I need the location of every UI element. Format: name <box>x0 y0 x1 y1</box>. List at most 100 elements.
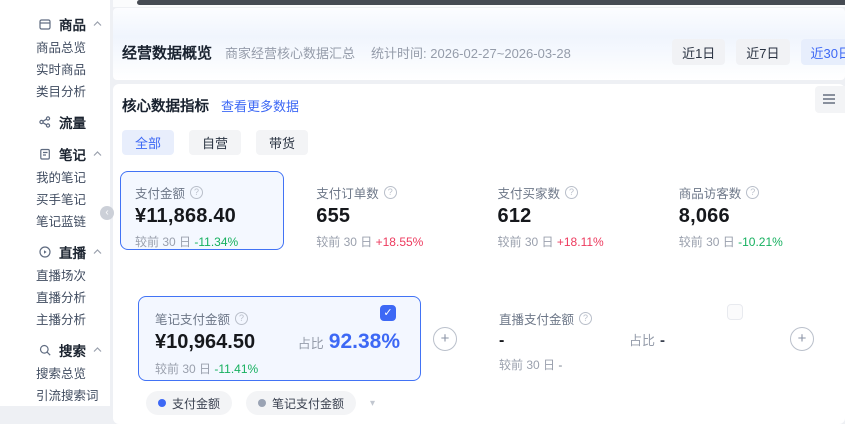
metric-compare: 较前 30 日 -11.34% <box>135 235 239 249</box>
metric-label: 支付金额? <box>135 183 283 202</box>
breakdown-label: 直播支付金额? <box>499 309 761 328</box>
legend-label: 笔记支付金额 <box>272 396 345 411</box>
sidebar-item-category-analysis[interactable]: 类目分析 <box>36 84 87 99</box>
sidebar-group-traffic[interactable]: 流量 <box>0 111 110 133</box>
goods-icon <box>38 17 52 31</box>
metric-compare: 较前 30 日 +18.55% <box>316 235 424 249</box>
sidebar-item-traffic-keywords[interactable]: 引流搜索词 <box>36 388 99 403</box>
legend-dot-gray <box>258 399 267 407</box>
metric-compare: 较前 30 日 -10.21% <box>678 235 783 249</box>
sidebar-group-search[interactable]: 搜索 <box>0 339 110 361</box>
breakdown-card-live-payment[interactable]: 直播支付金额? - 占比 - 较前 30 日 - <box>482 296 762 381</box>
breakdown-label: 笔记支付金额? <box>155 309 420 328</box>
add-metric-button[interactable]: + <box>790 326 814 351</box>
sidebar-item-my-notes[interactable]: 我的笔记 <box>36 170 87 185</box>
page-title: 经营数据概览 <box>122 44 213 62</box>
metric-delta: +18.11% <box>556 235 604 249</box>
share-value: - <box>660 332 665 349</box>
metric-card-payment-amount[interactable]: 支付金额? ¥11,868.40 较前 30 日 -11.34% <box>120 171 285 250</box>
clipped-panel-button[interactable] <box>815 86 845 113</box>
sidebar-item-buyer-notes[interactable]: 买手笔记 <box>36 192 87 207</box>
breakdown-card-note-payment[interactable]: ✓ 笔记支付金额? ¥10,964.50 占比 92.38% 较前 30 日 -1… <box>138 296 421 381</box>
metric-value: 612 <box>497 205 532 227</box>
legend-label: 支付金额 <box>172 396 221 411</box>
chevron-up-icon[interactable] <box>93 151 102 157</box>
sidebar-group-label: 笔记 <box>59 148 86 163</box>
sidebar-item-live-analysis[interactable]: 直播分析 <box>36 290 87 305</box>
sidebar-group-label: 流量 <box>59 116 86 131</box>
chevron-up-icon[interactable] <box>93 249 102 255</box>
breakdown-delta: - <box>558 358 563 372</box>
sidebar-group-live[interactable]: 直播 <box>0 241 110 263</box>
legend-item-note-payment-amount[interactable]: 笔记支付金额 <box>246 391 357 415</box>
sidebar-item-goods-overview[interactable]: 商品总览 <box>36 40 87 55</box>
metric-delta: -11.34% <box>194 235 239 249</box>
legend-item-payment-amount[interactable]: 支付金额 <box>146 391 233 415</box>
section-head: 核心数据指标 查看更多数据 <box>122 96 845 115</box>
sidebar-group-label: 商品 <box>59 18 86 33</box>
range-button-7d[interactable]: 近7日 <box>736 39 790 65</box>
sidebar-collapse-button[interactable]: ‹ <box>100 206 114 220</box>
note-icon <box>38 147 52 161</box>
metric-value: 655 <box>316 205 351 227</box>
sidebar-item-realtime-goods[interactable]: 实时商品 <box>36 62 87 77</box>
sidebar-group-notes[interactable]: 笔记 <box>0 143 110 165</box>
view-more-link[interactable]: 查看更多数据 <box>221 98 300 114</box>
chevron-down-icon[interactable]: ▾ <box>370 397 376 409</box>
stat-time-label: 统计时间: 2026-02-27~2026-03-28 <box>371 45 571 61</box>
breakdown-compare: 较前 30 日 - <box>499 358 563 372</box>
breakdown-share: 占比 92.38% <box>297 330 400 353</box>
metric-card-paid-buyers[interactable]: 支付买家数? 612 较前 30 日 +18.11% <box>483 171 647 250</box>
date-range-switcher: 近1日 近7日 近30日 <box>672 39 845 65</box>
range-button-1d[interactable]: 近1日 <box>672 39 726 65</box>
sidebar-item-live-sessions[interactable]: 直播场次 <box>36 268 87 283</box>
help-icon[interactable]: ? <box>383 186 397 199</box>
metric-value: ¥11,868.40 <box>135 205 236 227</box>
sidebar-group-goods[interactable]: 商品 <box>0 13 110 35</box>
page-subtitle: 商家经营核心数据汇总 <box>225 45 356 61</box>
main-content: ‹ 经营数据概览 商家经营核心数据汇总 统计时间: 2026-02-27~202… <box>100 0 845 424</box>
checkbox-unchecked-icon[interactable] <box>727 304 743 320</box>
metric-label: 支付订单数? <box>316 183 464 202</box>
metric-value: 8,066 <box>678 205 730 227</box>
breakdown-value: ¥10,964.50 <box>155 331 256 353</box>
help-icon[interactable]: ? <box>746 186 760 199</box>
breakdown-value-row: - 占比 - <box>499 330 761 350</box>
section-title: 核心数据指标 <box>122 98 209 115</box>
sidebar-item-note-links[interactable]: 笔记蓝链 <box>36 214 87 229</box>
add-metric-button[interactable]: + <box>433 326 457 351</box>
chevron-up-icon[interactable] <box>93 347 102 353</box>
range-button-30d[interactable]: 近30日 <box>800 39 845 65</box>
metric-delta: -10.21% <box>738 235 783 249</box>
share-value: 92.38% <box>328 330 400 353</box>
breakdown-delta: -11.41% <box>214 362 259 376</box>
sidebar: 商品 商品总览 实时商品 类目分析 流量 笔记 我的笔记 买手笔记 笔记蓝链 直… <box>0 0 110 406</box>
tab-all[interactable]: 全部 <box>122 130 175 155</box>
legend-dot-blue <box>158 399 166 407</box>
sidebar-item-search-overview[interactable]: 搜索总览 <box>36 366 87 381</box>
breakdown-value: - <box>499 332 505 349</box>
help-icon[interactable]: ? <box>565 186 579 199</box>
top-dark-bar <box>137 0 845 5</box>
metric-compare: 较前 30 日 +18.11% <box>497 235 604 249</box>
breakdown-share: 占比 - <box>628 332 665 349</box>
chart-legend: 支付金额 笔记支付金额 ▾ <box>146 391 845 415</box>
help-icon[interactable]: ? <box>579 312 593 325</box>
search-icon <box>38 343 52 357</box>
help-icon[interactable]: ? <box>235 312 249 325</box>
live-icon <box>38 245 52 259</box>
metric-card-paid-orders[interactable]: 支付订单数? 655 较前 30 日 +18.55% <box>301 171 465 250</box>
help-icon[interactable]: ? <box>190 186 204 199</box>
chevron-up-icon[interactable] <box>93 21 102 27</box>
metric-card-product-visitors[interactable]: 商品访客数? 8,066 较前 30 日 -10.21% <box>664 171 828 250</box>
overview-header: 经营数据概览 商家经营核心数据汇总 统计时间: 2026-02-27~2026-… <box>113 8 845 80</box>
tab-with-goods[interactable]: 带货 <box>256 130 309 155</box>
sidebar-group-label: 搜索 <box>59 344 86 359</box>
sidebar-item-host-analysis[interactable]: 主播分析 <box>36 312 87 327</box>
menu-icon <box>823 91 835 109</box>
scope-tabs: 全部 自营 带货 <box>122 130 845 155</box>
tab-self-operated[interactable]: 自营 <box>189 130 242 155</box>
checkbox-checked-icon[interactable]: ✓ <box>380 305 396 321</box>
breakdown-value-row: ¥10,964.50 占比 92.38% <box>155 330 420 354</box>
metric-delta: +18.55% <box>375 235 424 249</box>
